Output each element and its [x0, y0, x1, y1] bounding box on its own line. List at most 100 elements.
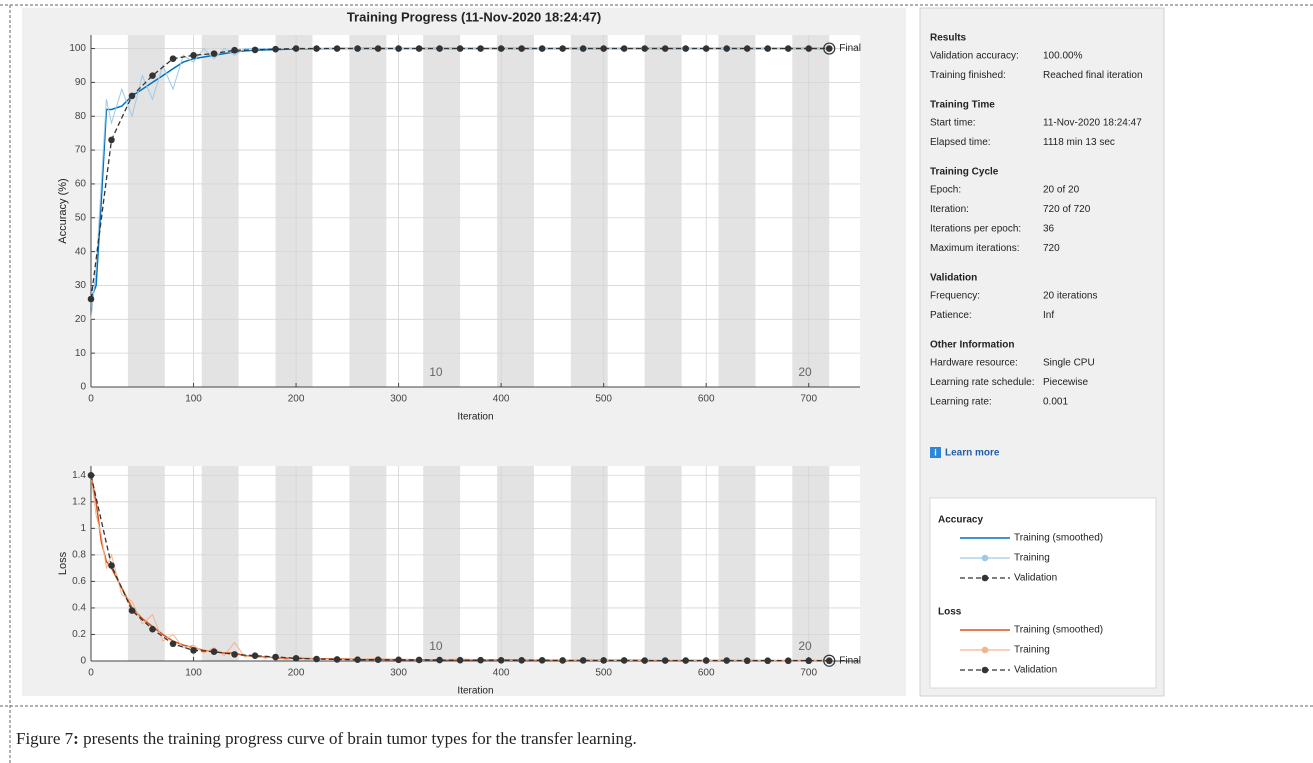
epoch-band: [497, 35, 534, 387]
x-tick-label: 600: [698, 668, 715, 679]
validation-marker: [723, 45, 731, 52]
legend-marker: [981, 574, 989, 582]
x-tick-label: 500: [595, 668, 612, 679]
x-tick-label: 200: [288, 394, 305, 405]
y-tick-label: 30: [75, 280, 87, 291]
validation-marker: [395, 656, 402, 664]
info-value: 1118 min 13 sec: [1043, 137, 1115, 148]
info-value: 11-Nov-2020 18:24:47: [1043, 118, 1142, 129]
validation-marker: [190, 52, 197, 59]
validation-marker: [497, 657, 505, 664]
validation-marker: [395, 45, 402, 52]
epoch-band: [718, 466, 756, 661]
info-value: 720: [1043, 243, 1060, 254]
x-tick-label: 200: [288, 668, 305, 679]
validation-marker: [764, 45, 772, 52]
y-axis-label: Accuracy (%): [57, 178, 69, 243]
validation-marker: [579, 45, 587, 52]
epoch-band: [127, 35, 165, 387]
validation-marker: [210, 50, 218, 57]
info-value: 100.00%: [1043, 51, 1083, 62]
validation-marker: [374, 45, 382, 52]
info-value: Single CPU: [1043, 358, 1095, 369]
info-label: Hardware resource:: [930, 358, 1018, 369]
x-axis-label: Iteration: [457, 686, 493, 697]
validation-marker: [538, 657, 546, 664]
x-tick-label: 600: [698, 394, 715, 405]
validation-marker: [661, 657, 669, 664]
info-label: Validation accuracy:: [930, 51, 1019, 62]
epoch-band: [349, 466, 387, 661]
final-marker: [823, 654, 836, 667]
epoch-band: [275, 466, 313, 661]
validation-marker: [169, 640, 177, 648]
epoch-band: [201, 466, 239, 661]
validation-marker: [333, 656, 341, 663]
y-tick-label: 0.8: [72, 550, 86, 561]
learn-more-link[interactable]: Learn more: [945, 448, 1000, 459]
x-tick-label: 400: [493, 668, 510, 679]
validation-marker: [374, 656, 382, 663]
y-tick-label: 1: [80, 523, 86, 534]
validation-marker: [579, 657, 587, 664]
validation-marker: [436, 45, 443, 52]
validation-marker: [518, 45, 525, 52]
x-tick-label: 300: [390, 668, 407, 679]
validation-marker: [149, 72, 156, 79]
validation-marker: [682, 45, 689, 52]
caption-text: presents the training progress curve of …: [79, 729, 637, 748]
info-label: Maximum iterations:: [930, 243, 1019, 254]
epoch-band: [570, 466, 608, 661]
y-axis-label: Loss: [57, 551, 69, 575]
info-value: Reached final iteration: [1043, 70, 1143, 81]
validation-marker: [620, 45, 628, 52]
caption-label: Figure 7: [16, 729, 74, 748]
validation-marker: [169, 55, 177, 62]
epoch-label: 10: [429, 365, 443, 379]
info-label: Iterations per epoch:: [930, 224, 1021, 235]
validation-marker: [497, 45, 505, 52]
y-tick-label: 0.4: [72, 603, 86, 614]
validation-marker: [333, 45, 341, 52]
validation-marker: [87, 471, 95, 479]
y-tick-label: 100: [69, 43, 86, 54]
info-label: Iteration:: [930, 204, 969, 215]
validation-marker: [743, 657, 751, 665]
info-value: Inf: [1043, 310, 1054, 321]
legend-marker: [981, 646, 989, 654]
epoch-band: [127, 466, 165, 661]
y-tick-label: 0.2: [72, 629, 86, 640]
validation-marker: [415, 656, 423, 664]
epoch-band: [718, 35, 756, 387]
info-value: 0.001: [1043, 397, 1068, 408]
validation-marker: [272, 45, 279, 53]
y-tick-label: 20: [75, 314, 87, 325]
validation-marker: [436, 656, 443, 664]
info-icon: [930, 447, 941, 458]
legend-label: Validation: [1014, 665, 1057, 676]
validation-marker: [825, 657, 833, 665]
x-tick-label: 100: [185, 668, 202, 679]
x-tick-label: 700: [800, 668, 817, 679]
x-tick-label: 400: [493, 394, 510, 405]
validation-marker: [600, 657, 607, 664]
legend-title: Accuracy: [938, 515, 983, 526]
legend-label: Training: [1014, 645, 1050, 656]
validation-marker: [231, 46, 238, 54]
y-tick-label: 1.2: [72, 496, 86, 507]
info-value: 36: [1043, 224, 1055, 235]
validation-marker: [825, 45, 833, 52]
validation-marker: [702, 45, 710, 52]
validation-marker: [559, 657, 566, 664]
section-title: Other Information: [930, 340, 1014, 351]
validation-marker: [313, 45, 320, 52]
epoch-band: [644, 35, 682, 387]
validation-marker: [87, 295, 95, 303]
validation-marker: [190, 647, 197, 654]
validation-marker: [518, 657, 525, 664]
x-tick-label: 0: [88, 394, 94, 405]
validation-marker: [292, 45, 300, 52]
validation-marker: [456, 45, 464, 52]
epoch-band: [644, 466, 682, 661]
validation-marker: [538, 45, 546, 52]
